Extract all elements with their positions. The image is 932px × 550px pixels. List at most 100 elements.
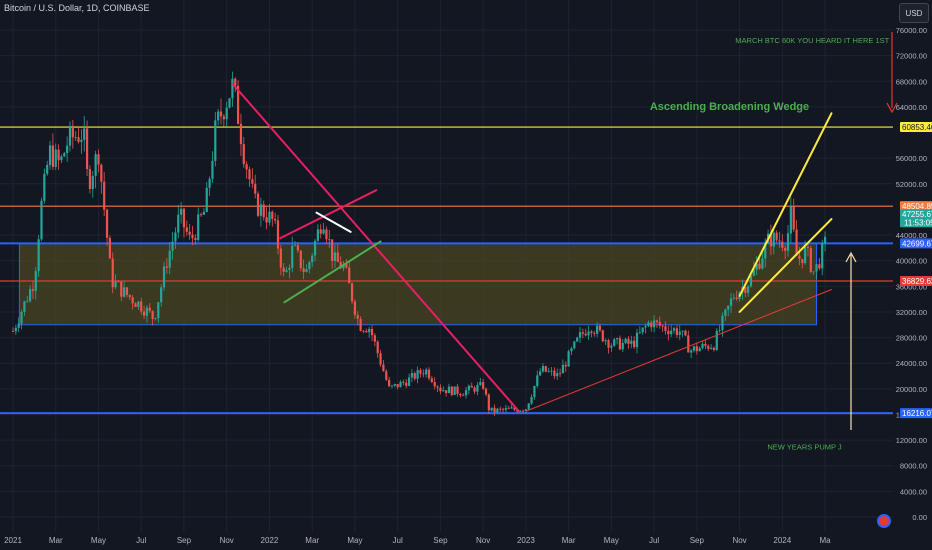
- candle-body: [151, 310, 154, 319]
- candle-body: [598, 325, 602, 331]
- candle-body: [747, 286, 750, 293]
- candle-body: [732, 297, 735, 299]
- candle-body: [336, 252, 339, 262]
- candle-body: [236, 85, 240, 124]
- candle-body: [464, 390, 468, 396]
- candle-body: [613, 339, 616, 346]
- x-tick-label: Nov: [220, 536, 234, 545]
- trendline: [525, 289, 832, 412]
- candle-body: [476, 384, 479, 392]
- candle-body: [285, 269, 288, 272]
- candle-body: [772, 232, 775, 247]
- candle-body: [365, 330, 368, 333]
- candle-body: [180, 208, 183, 215]
- candle-body: [695, 346, 698, 352]
- candle-body: [370, 328, 374, 336]
- candle-body: [670, 330, 673, 335]
- level-price-tag: 42699.67: [902, 239, 932, 248]
- candle-body: [778, 240, 781, 242]
- y-tick-label: 0.00: [912, 513, 927, 522]
- candle-body: [259, 204, 262, 216]
- candle-body: [43, 173, 46, 201]
- candle-body: [712, 347, 716, 350]
- candle-body: [615, 338, 619, 340]
- candle-body: [510, 407, 513, 409]
- candle-body: [171, 241, 174, 251]
- candle-body: [373, 335, 376, 342]
- candle-body: [607, 340, 610, 348]
- candle-body: [541, 366, 545, 372]
- currency-button[interactable]: USD: [899, 3, 929, 23]
- candle-body: [311, 255, 314, 263]
- candle-body: [88, 169, 92, 190]
- level-price-tag-bg: [900, 201, 932, 212]
- candle-body: [185, 227, 188, 232]
- candle-body: [530, 397, 533, 404]
- candle-body: [103, 181, 106, 210]
- y-tick-label: 52000.00: [896, 180, 927, 189]
- x-tick-label: May: [604, 536, 619, 545]
- y-tick-label: 12000.00: [896, 436, 927, 445]
- candle-body: [199, 214, 203, 216]
- x-tick-label: Ma: [819, 536, 831, 545]
- candle-body: [217, 111, 220, 121]
- candle-body: [809, 247, 812, 272]
- candle-body: [288, 267, 291, 270]
- x-tick-label: 2024: [773, 536, 791, 545]
- candle-body: [325, 229, 328, 240]
- candle-body: [48, 145, 52, 165]
- y-tick-label: 44000.00: [896, 231, 927, 240]
- candle-body: [419, 370, 422, 374]
- current-price-tag-bg: [900, 209, 932, 228]
- candle-body: [105, 209, 109, 238]
- candle-body: [242, 144, 245, 165]
- candle-body: [521, 410, 525, 412]
- candle-body: [299, 250, 302, 269]
- candle-body: [274, 218, 277, 221]
- candle-body: [467, 385, 470, 391]
- candle-body: [704, 343, 707, 346]
- candle-body: [596, 325, 599, 334]
- candle-body: [806, 246, 810, 248]
- candle-body: [573, 341, 576, 349]
- candle-body: [123, 287, 126, 297]
- candle-body: [487, 394, 490, 411]
- horizontal-levels: [0, 126, 893, 415]
- x-tick-label: Nov: [476, 536, 490, 545]
- candle-body: [687, 335, 690, 353]
- x-tick-label: Sep: [177, 536, 192, 545]
- candle-body: [399, 381, 402, 388]
- level-price-tag: 48504.85: [902, 202, 932, 211]
- candle-body: [63, 153, 66, 157]
- candle-body: [647, 322, 650, 327]
- x-tick-label: May: [91, 536, 106, 545]
- x-tick-label: Jul: [136, 536, 146, 545]
- candle-body: [724, 309, 727, 316]
- candle-body: [667, 330, 670, 335]
- candle-body: [379, 353, 382, 365]
- candle-body: [590, 331, 593, 333]
- x-tick-label: 2021: [4, 536, 22, 545]
- candle-body: [553, 370, 556, 377]
- candle-body: [442, 390, 445, 392]
- candle-body: [576, 337, 579, 342]
- time-axis[interactable]: 2021 Mar May Jul Sep Nov 2022 Mar May Jul Sep Nov 20…: [4, 536, 831, 545]
- x-tick-label: Nov: [732, 536, 746, 545]
- x-tick-label: Mar: [49, 536, 63, 545]
- trendline: [232, 83, 521, 413]
- candle-body: [74, 137, 77, 139]
- candle-body: [729, 298, 733, 306]
- candle-body: [142, 311, 146, 316]
- candle-body: [444, 390, 448, 394]
- candle-body: [333, 252, 337, 261]
- tradingview-logo-icon[interactable]: [877, 514, 891, 528]
- symbol-title: Bitcoin / U.S. Dollar, 1D, COINBASE: [4, 3, 150, 13]
- candle-body: [262, 204, 265, 218]
- candle-body: [134, 303, 137, 307]
- candle-body: [154, 318, 157, 319]
- candle-body: [23, 301, 26, 312]
- candle-body: [450, 386, 453, 395]
- candle-body: [587, 331, 590, 336]
- candle-body: [165, 266, 168, 268]
